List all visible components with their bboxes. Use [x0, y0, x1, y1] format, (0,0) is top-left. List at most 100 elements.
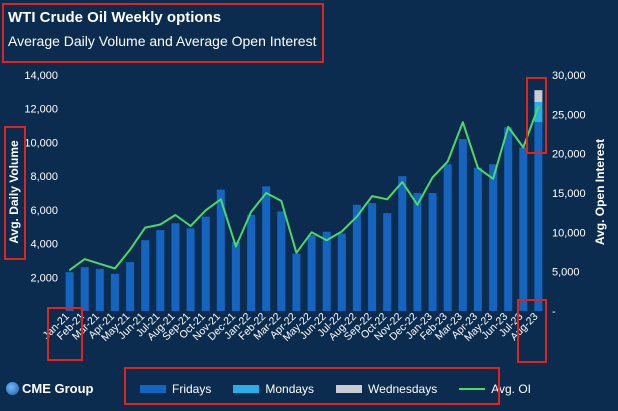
bar-fridays-28: [489, 164, 498, 311]
avg-oi-point-1: [84, 258, 86, 260]
bar-fridays-11: [231, 241, 240, 311]
bar-fridays-0: [65, 272, 74, 311]
bar-fridays-4: [126, 262, 135, 311]
avg-oi-point-13: [265, 192, 267, 194]
bar-fridays-14: [277, 211, 286, 311]
bar-mondays-31: [534, 102, 543, 123]
avg-oi-point-8: [190, 225, 192, 227]
y2-tick-label: 20,000: [552, 149, 586, 161]
y-tick-label: 14,000: [24, 70, 58, 82]
avg-oi-point-31: [537, 105, 540, 108]
avg-oi-point-6: [159, 223, 161, 226]
y-tick-label: 4,000: [30, 239, 58, 251]
avg-oi-point-30: [522, 146, 524, 148]
bar-fridays-7: [171, 223, 180, 311]
bar-fridays-10: [216, 189, 225, 311]
y-axis-title: Avg. Daily Volume: [7, 140, 21, 244]
bar-fridays-5: [141, 240, 150, 311]
legend-label: Mondays: [265, 382, 315, 396]
avg-oi-point-18: [341, 230, 343, 233]
legend-swatch-fridays: [140, 385, 166, 393]
avg-oi-point-15: [295, 252, 297, 254]
highlight-title-box: [2, 3, 324, 63]
avg-oi-point-12: [250, 211, 252, 213]
y2-tick-label: 5,000: [552, 267, 580, 279]
avg-oi-point-20: [371, 195, 373, 197]
chart-subtitle: Average Daily Volume and Average Open In…: [8, 33, 317, 49]
bar-fridays-24: [428, 193, 437, 311]
avg-oi-point-24: [432, 176, 434, 178]
avg-oi-point-19: [356, 216, 358, 218]
avg-oi-point-17: [326, 239, 328, 241]
legend-swatch-mondays: [233, 385, 260, 393]
avg-oi-point-7: [174, 214, 176, 216]
avg-oi-point-3: [114, 267, 116, 270]
logo-text: CME Group: [22, 381, 94, 396]
legend-swatch-avg-oi: [459, 388, 486, 390]
highlight-latest-bar-box: [526, 77, 547, 154]
bar-fridays-23: [413, 193, 422, 311]
bar-fridays-29: [504, 127, 513, 311]
chart-title: WTI Crude Oil Weekly options: [8, 9, 222, 26]
avg-oi-point-4: [129, 249, 131, 251]
y2-tick-label: 15,000: [552, 188, 586, 200]
bar-fridays-2: [95, 268, 104, 311]
avg-oi-point-28: [492, 178, 494, 180]
bar-fridays-18: [337, 233, 346, 311]
avg-oi-point-9: [205, 209, 207, 211]
bar-wednesdays-31: [534, 90, 543, 102]
axis-layer: 2,000 4,000 6,000 8,000 10,000 12,000 14,000 - 5…: [24, 70, 585, 344]
bar-fridays-21: [383, 213, 392, 311]
avg-oi-point-10: [220, 198, 222, 200]
bar-fridays-27: [473, 167, 482, 311]
y2-tick-label: 25,000: [552, 109, 586, 121]
highlight-legend-box: [124, 367, 500, 405]
bar-fridays-26: [458, 139, 467, 311]
avg-oi-point-5: [144, 227, 146, 229]
bar-fridays-31: [534, 122, 543, 311]
avg-oi-point-16: [311, 231, 313, 233]
y-tick-label: 8,000: [30, 171, 58, 183]
chart-legend: Fridays Mondays Wednesdays Avg. OI: [140, 377, 553, 401]
legend-item-mondays: Mondays: [233, 382, 314, 396]
bar-fridays-3: [110, 273, 119, 311]
avg-oi-point-21: [386, 198, 388, 200]
y-tick-label: 2,000: [30, 272, 58, 284]
highlight-last-month-box: [517, 299, 547, 363]
avg-oi-line: [69, 106, 540, 271]
bar-fridays-16: [307, 235, 316, 311]
avg-oi-point-26: [462, 121, 464, 123]
highlight-y-axis-title-box: [4, 126, 26, 260]
legend-label: Fridays: [172, 382, 212, 396]
bar-fridays-19: [352, 204, 361, 311]
y-tick-label: 12,000: [24, 104, 58, 116]
legend-item-avg-oi: Avg. OI: [459, 382, 531, 396]
avg-oi-point-2: [99, 263, 101, 265]
y2-tick-label: 30,000: [552, 70, 586, 82]
bar-fridays-13: [262, 186, 271, 311]
legend-item-fridays: Fridays: [140, 382, 211, 396]
bar-fridays-15: [292, 253, 301, 311]
avg-oi-point-14: [280, 200, 282, 202]
avg-oi-point-0: [69, 269, 71, 271]
y2-tick-label: 10,000: [552, 227, 586, 239]
bar-fridays-25: [443, 164, 452, 311]
bar-fridays-8: [186, 228, 195, 311]
bar-fridays-9: [201, 216, 210, 311]
highlight-first-month-box: [47, 307, 83, 361]
y2-tick-label: -: [552, 306, 556, 318]
avg-oi-point-29: [507, 126, 509, 128]
line-layer: [69, 105, 540, 271]
avg-oi-point-22: [401, 181, 403, 183]
avg-oi-point-23: [416, 204, 418, 206]
bar-fridays-30: [519, 147, 528, 311]
avg-oi-point-25: [447, 160, 449, 163]
legend-swatch-wednesdays: [336, 385, 363, 393]
bar-fridays-17: [322, 231, 331, 311]
y-tick-label: 10,000: [24, 137, 58, 149]
legend-item-wednesdays: Wednesdays: [336, 382, 437, 396]
bar-fridays-1: [80, 267, 89, 311]
bar-fridays-20: [368, 203, 377, 311]
